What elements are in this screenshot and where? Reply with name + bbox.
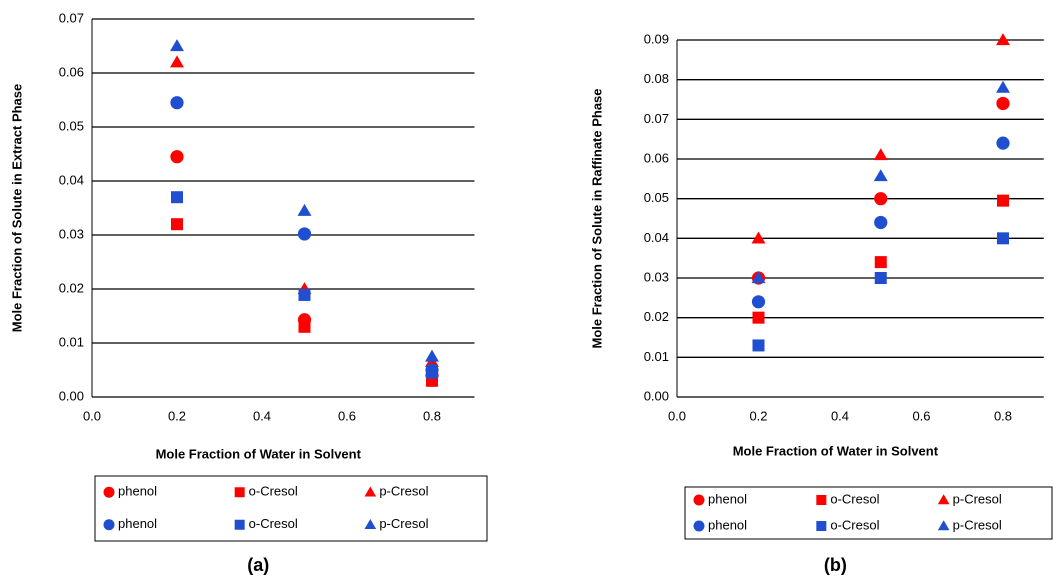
y-tick-label: 0.06 [59, 64, 84, 79]
y-tick-label: 0.03 [59, 226, 84, 241]
data-point [996, 80, 1010, 93]
y-tick-label: 0.08 [644, 71, 669, 86]
data-point [997, 194, 1009, 207]
data-point [425, 349, 439, 362]
legend-label: o-Cresol [249, 484, 298, 499]
legend-box [94, 475, 488, 542]
caption: (b) [824, 555, 847, 575]
y-tick-label: 0.05 [59, 118, 84, 133]
data-point [874, 272, 887, 284]
x-tick-label: 0.6 [912, 408, 930, 423]
data-point [752, 311, 765, 324]
data-point [298, 320, 311, 333]
legend-marker [937, 494, 950, 505]
data-point [751, 231, 766, 244]
data-point [170, 55, 184, 68]
legend-label: o-Cresol [249, 516, 298, 531]
legend-label: p-Cresol [953, 517, 1002, 532]
legend-label: phenol [708, 491, 747, 506]
data-point [170, 39, 184, 52]
caption: (a) [247, 555, 269, 575]
data-point [873, 169, 888, 182]
legend-label: p-Cresol [953, 491, 1002, 506]
data-point [751, 271, 766, 284]
data-point [996, 136, 1010, 150]
legend-marker [103, 486, 115, 498]
y-tick-label: 0.01 [59, 334, 84, 349]
legend-marker [234, 487, 245, 498]
data-point [874, 256, 887, 269]
data-point [874, 215, 888, 230]
x-tick-label: 0.8 [994, 408, 1012, 423]
legend-marker [816, 495, 827, 505]
x-tick-label: 0.0 [83, 408, 101, 423]
data-point [297, 227, 312, 241]
y-axis-title: Mole Fraction of Solute in Extract Phase [9, 84, 24, 333]
legend-marker [937, 520, 950, 531]
legend-marker [103, 519, 115, 531]
legend-marker [693, 494, 705, 506]
data-point [297, 203, 312, 216]
data-point [874, 192, 888, 206]
legend-label: o-Cresol [830, 491, 879, 506]
legend-marker [816, 521, 827, 531]
y-tick-label: 0.04 [644, 230, 669, 245]
data-point [171, 191, 183, 204]
data-point [298, 288, 311, 301]
legend-label: phenol [118, 516, 157, 531]
y-tick-label: 0.09 [644, 31, 669, 46]
y-tick-label: 0.00 [59, 388, 84, 403]
data-point [171, 218, 183, 231]
legend-label: phenol [708, 517, 747, 532]
legend-label: phenol [118, 484, 157, 499]
x-tick-label: 0.2 [168, 408, 186, 423]
x-tick-label: 0.6 [338, 408, 356, 423]
data-point [996, 33, 1010, 46]
x-tick-label: 0.8 [423, 408, 441, 423]
legend-label: o-Cresol [830, 517, 879, 532]
legend-marker [364, 486, 377, 497]
x-tick-label: 0.2 [749, 408, 767, 423]
legend-box [684, 486, 1053, 540]
legend-marker [234, 519, 245, 530]
y-tick-label: 0.05 [644, 190, 669, 205]
data-point [997, 232, 1009, 245]
y-tick-label: 0.06 [644, 150, 669, 165]
x-tick-label: 0.0 [668, 408, 686, 423]
x-axis-title: Mole Fraction of Water in Solvent [733, 443, 939, 458]
data-point [996, 96, 1010, 111]
y-axis-title: Mole Fraction of Solute in Raffinate Pha… [589, 88, 604, 348]
data-point [873, 148, 888, 161]
x-axis-title: Mole Fraction of Water in Solvent [156, 446, 362, 461]
data-point [752, 339, 765, 352]
y-tick-label: 0.03 [644, 269, 669, 284]
data-point [170, 96, 184, 110]
y-tick-label: 0.04 [59, 172, 84, 187]
x-tick-label: 0.4 [253, 408, 271, 423]
legend-marker [364, 519, 377, 530]
data-point [426, 366, 438, 379]
y-tick-label: 0.01 [644, 349, 669, 364]
y-tick-label: 0.07 [59, 10, 84, 25]
legend-marker [693, 520, 705, 532]
y-tick-label: 0.07 [644, 111, 669, 126]
y-tick-label: 0.02 [59, 280, 84, 295]
y-tick-label: 0.00 [644, 388, 669, 403]
legend-label: p-Cresol [379, 484, 428, 499]
x-tick-label: 0.4 [831, 408, 849, 423]
legend-label: p-Cresol [379, 516, 428, 531]
data-point [751, 295, 766, 309]
data-point [170, 150, 184, 164]
y-tick-label: 0.02 [644, 309, 669, 324]
